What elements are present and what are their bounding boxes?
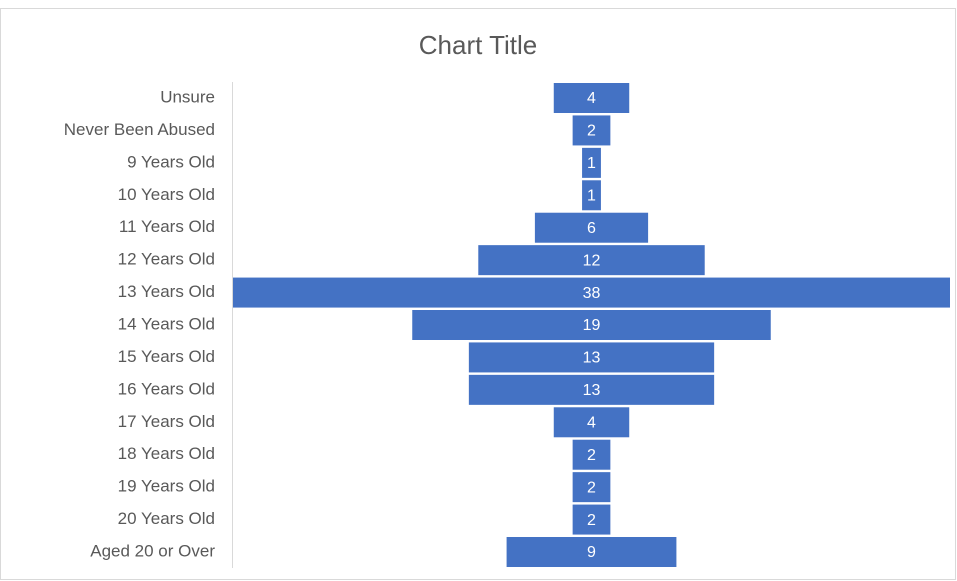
category-label: 13 Years Old (118, 282, 215, 301)
data-label: 2 (587, 447, 596, 464)
funnel-bar (468, 342, 715, 373)
data-label: 2 (587, 512, 596, 529)
category-label: 17 Years Old (118, 412, 215, 431)
category-label: 12 Years Old (118, 250, 215, 269)
category-label: Aged 20 or Over (90, 541, 215, 560)
category-label: 16 Years Old (118, 379, 215, 398)
data-label: 2 (587, 479, 596, 496)
funnel-bar (582, 180, 601, 211)
data-label: 4 (587, 415, 596, 432)
data-label: 6 (587, 220, 596, 237)
category-label: 10 Years Old (118, 185, 215, 204)
funnel-bar (506, 537, 677, 567)
chart-title: Chart Title (419, 30, 538, 60)
category-label: 19 Years Old (118, 477, 215, 496)
funnel-bar (553, 83, 630, 113)
category-label: Unsure (160, 87, 215, 106)
category-label: 14 Years Old (118, 314, 215, 333)
data-label: 13 (583, 382, 601, 399)
funnel-bar (572, 472, 611, 503)
funnel-bar (478, 245, 705, 276)
funnel-bar (468, 374, 715, 405)
funnel-bar (572, 439, 611, 470)
category-label: 20 Years Old (118, 509, 215, 528)
category-label: Never Been Abused (64, 120, 215, 139)
category-label: 11 Years Old (119, 217, 215, 236)
funnel-bar (582, 147, 601, 178)
category-label: 9 Years Old (127, 152, 215, 171)
category-label: 18 Years Old (118, 444, 215, 463)
data-label: 13 (583, 350, 601, 367)
funnel-bar (534, 212, 649, 243)
funnel-bar (572, 504, 611, 535)
data-label: 12 (583, 252, 601, 269)
data-label: 4 (587, 90, 596, 107)
chart-border (0, 8, 956, 580)
data-label: 1 (587, 155, 596, 172)
funnel-bar (572, 115, 611, 146)
data-label: 1 (587, 188, 596, 205)
funnel-bar (412, 310, 771, 340)
data-label: 9 (587, 544, 596, 561)
category-label: 15 Years Old (118, 347, 215, 366)
funnel-bar (233, 277, 950, 308)
funnel-bar (553, 407, 630, 438)
data-label: 19 (583, 317, 601, 334)
data-label: 2 (587, 123, 596, 140)
data-label: 38 (583, 285, 601, 302)
